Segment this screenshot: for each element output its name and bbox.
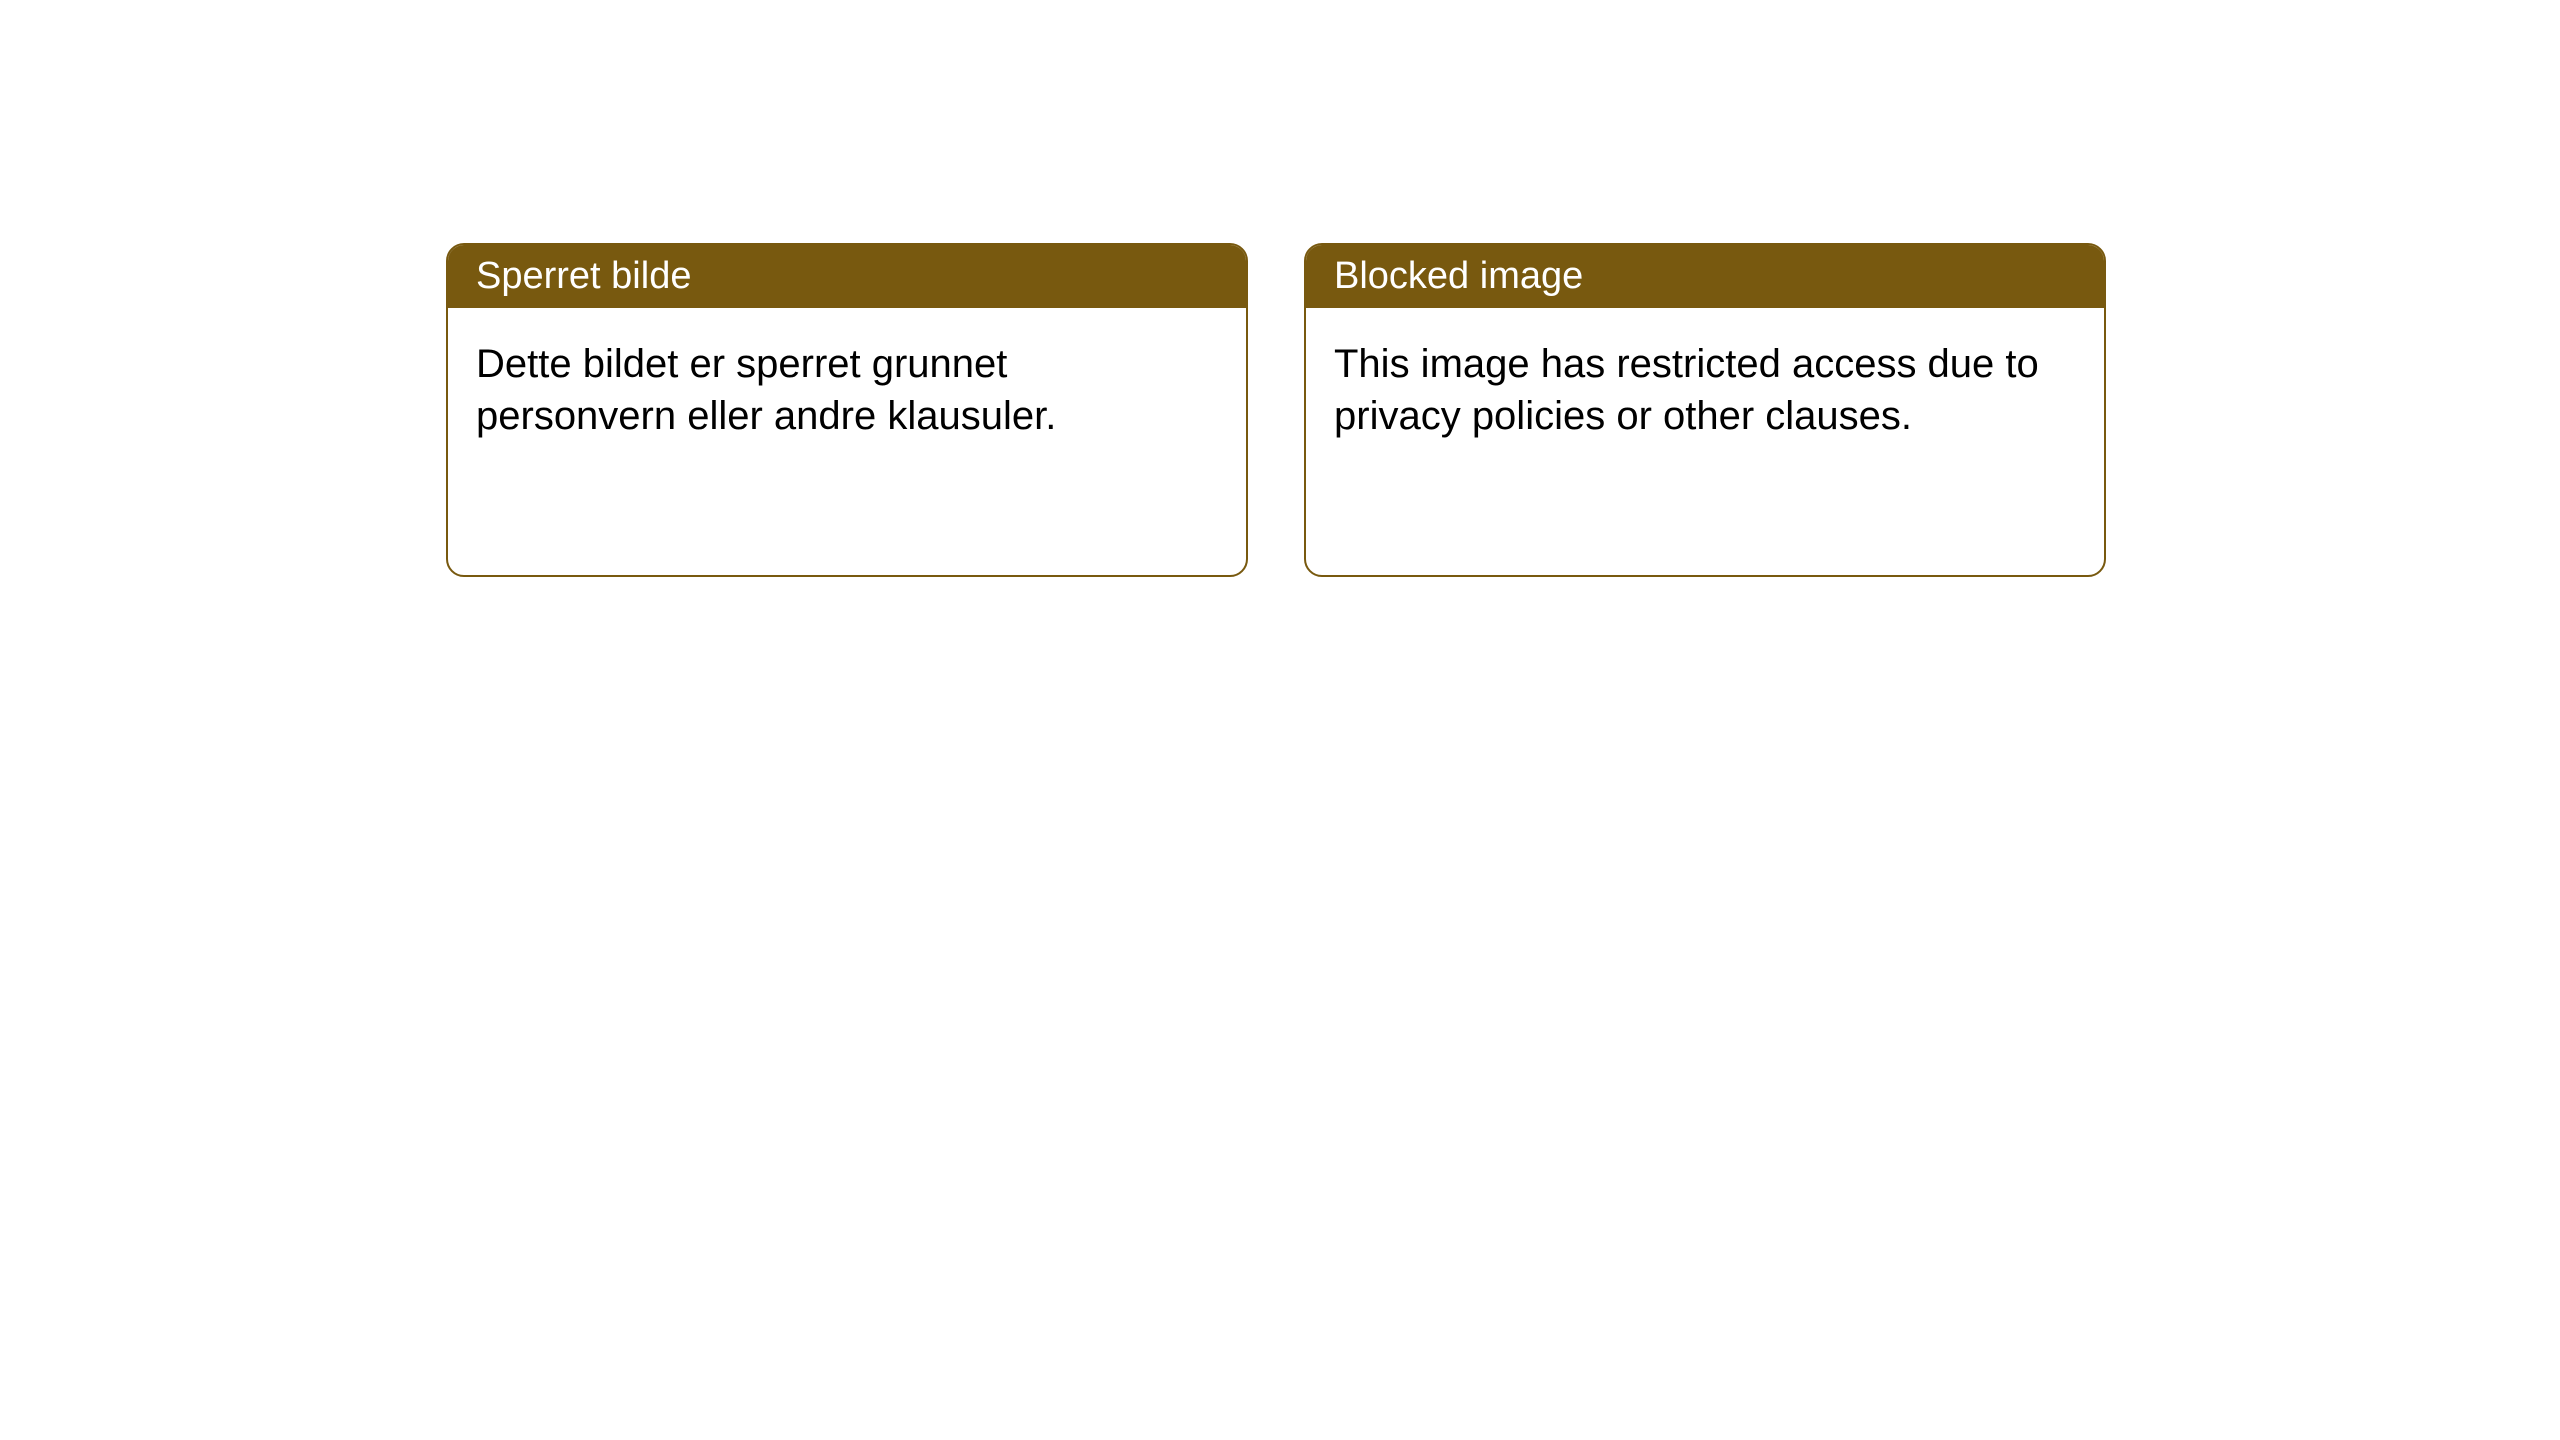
message-title-en: Blocked image bbox=[1334, 255, 1583, 297]
message-body-no: Dette bildet er sperret grunnet personve… bbox=[448, 308, 1246, 472]
message-body-en: This image has restricted access due to … bbox=[1306, 308, 2104, 472]
message-header-no: Sperret bilde bbox=[448, 245, 1246, 308]
message-container: Sperret bilde Dette bildet er sperret gr… bbox=[0, 0, 2560, 577]
blocked-image-message-en: Blocked image This image has restricted … bbox=[1304, 243, 2106, 577]
message-text-en: This image has restricted access due to … bbox=[1334, 342, 2039, 438]
message-header-en: Blocked image bbox=[1306, 245, 2104, 308]
blocked-image-message-no: Sperret bilde Dette bildet er sperret gr… bbox=[446, 243, 1248, 577]
message-title-no: Sperret bilde bbox=[476, 255, 691, 297]
message-text-no: Dette bildet er sperret grunnet personve… bbox=[476, 342, 1056, 438]
